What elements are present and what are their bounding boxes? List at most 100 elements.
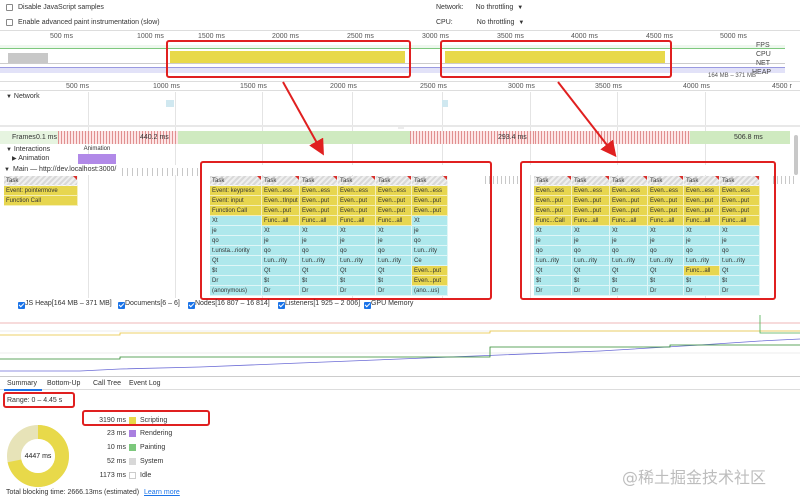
flame-event[interactable]: Even...put (412, 266, 448, 276)
flame-call[interactable]: $t (648, 276, 684, 286)
animation-subtrack-header[interactable]: ▶ Animation (12, 155, 49, 162)
flame-call[interactable]: Dr (648, 286, 684, 296)
legend-checkbox[interactable] (118, 301, 125, 309)
flame-call[interactable]: Xt (720, 226, 760, 236)
flame-call[interactable]: Xt (648, 226, 684, 236)
flame-call[interactable]: qo (338, 246, 376, 256)
flame-call[interactable]: je (610, 236, 648, 246)
flame-event[interactable]: Event: keypress (210, 186, 262, 196)
flame-call[interactable]: Xt (572, 226, 610, 236)
flame-call[interactable]: Dr (210, 276, 262, 286)
flame-call[interactable]: Dr (262, 286, 300, 296)
flame-call[interactable]: t.un...rity (534, 256, 572, 266)
flame-task[interactable]: Task (720, 176, 760, 186)
flame-event[interactable]: Even...put (338, 196, 376, 206)
tab-call-tree[interactable]: Call Tree (93, 380, 122, 387)
flame-call[interactable]: $t (534, 276, 572, 286)
flame-task[interactable]: Task (300, 176, 338, 186)
network-request[interactable] (442, 100, 448, 107)
flame-event[interactable]: Even...ess (534, 186, 572, 196)
interactions-track-header[interactable]: ▼ Interactions (6, 146, 50, 153)
flame-function-call[interactable]: Function Call (210, 206, 262, 216)
flame-event[interactable]: Even...ess (720, 186, 760, 196)
flame-call[interactable]: t.un...rity (338, 256, 376, 266)
flame-function-call[interactable]: Func...all (684, 266, 720, 276)
flame-event[interactable]: Even...put (262, 206, 300, 216)
disable-js-checkbox[interactable] (6, 4, 13, 11)
resize-handle-icon[interactable]: ⋯ (398, 126, 404, 132)
flame-event[interactable]: Even...put (534, 206, 572, 216)
flame-call[interactable]: Qt (610, 266, 648, 276)
flame-call[interactable]: qo (376, 246, 412, 256)
flame-function-call[interactable]: Func...Call (534, 216, 572, 226)
network-select[interactable]: No throttling (475, 4, 514, 11)
flame-call[interactable]: (ano...us) (412, 286, 448, 296)
flame-call[interactable]: qo (300, 246, 338, 256)
main-track-header[interactable]: ▼ Main — http://dev.localhost:3000/ (0, 165, 800, 175)
flame-function-call[interactable]: Func...all (338, 216, 376, 226)
flame-event[interactable]: Even...put (720, 206, 760, 216)
flame-call[interactable]: Dr (684, 286, 720, 296)
flame-call[interactable]: Qt (376, 266, 412, 276)
flame-call[interactable]: t.un...rity (300, 256, 338, 266)
flame-call[interactable]: je (210, 226, 262, 236)
flame-call[interactable]: qo (720, 246, 760, 256)
flame-call[interactable]: Qt (262, 266, 300, 276)
animation-bar[interactable] (78, 154, 116, 164)
flame-function-call[interactable]: Func...all (262, 216, 300, 226)
flame-call[interactable]: Xt (412, 216, 448, 226)
flame-function-call[interactable]: Func...all (376, 216, 412, 226)
flame-call[interactable]: qo (610, 246, 648, 256)
flame-event[interactable]: Even...ess (610, 186, 648, 196)
flame-chart-right[interactable]: Task Even...ess Even...put Even...put Fu… (534, 176, 772, 296)
flame-call[interactable]: Dr (572, 286, 610, 296)
flame-call[interactable]: Dr (534, 286, 572, 296)
flame-call[interactable]: je (720, 236, 760, 246)
flame-event[interactable]: Even...ess (300, 186, 338, 196)
flame-task[interactable]: Task (338, 176, 376, 186)
timeline-scrollbar[interactable] (794, 135, 798, 175)
flame-function-call[interactable]: Func...all (610, 216, 648, 226)
flame-event[interactable]: Even...ess (572, 186, 610, 196)
flame-call[interactable]: Xt (338, 226, 376, 236)
flame-call[interactable]: Xt (684, 226, 720, 236)
flame-call[interactable]: je (534, 236, 572, 246)
flame-call[interactable]: Dr (376, 286, 412, 296)
flame-task[interactable]: Task (648, 176, 684, 186)
tab-summary[interactable]: Summary (7, 380, 37, 387)
frames-track[interactable]: Frames 0.1 ms 440.2 ms 293.4 ms 506.8 ms (0, 131, 790, 144)
flame-call[interactable]: Xt (300, 226, 338, 236)
flame-call[interactable]: $t (376, 276, 412, 286)
flame-call[interactable]: Qt (572, 266, 610, 276)
flame-call[interactable]: qo (262, 246, 300, 256)
disable-js-samples-row[interactable]: Disable JavaScript samples (6, 4, 104, 11)
flame-call[interactable]: qo (412, 236, 448, 246)
legend-nodes[interactable]: Nodes[16 807 – 16 814] (174, 298, 270, 310)
flame-event[interactable]: Even...ess (412, 186, 448, 196)
flame-event[interactable]: Even...put (684, 206, 720, 216)
flame-call[interactable]: Xt (210, 216, 262, 226)
flame-call[interactable]: (anonymous) (210, 286, 262, 296)
network-track-header[interactable]: ▼ Network (6, 93, 40, 100)
flame-event[interactable]: Even...put (572, 196, 610, 206)
network-request[interactable] (166, 100, 174, 107)
legend-checkbox[interactable] (18, 301, 25, 309)
flame-call[interactable]: qo (648, 246, 684, 256)
flame-event[interactable]: Even...ess (648, 186, 684, 196)
flame-function-call[interactable]: Func...all (300, 216, 338, 226)
flame-call[interactable]: qo (534, 246, 572, 256)
flame-event[interactable]: Even...put (610, 206, 648, 216)
flame-call[interactable]: t.un...rity (572, 256, 610, 266)
flame-event[interactable]: Even...put (412, 206, 448, 216)
legend-js-heap[interactable]: JS Heap[164 MB – 371 MB] (4, 298, 112, 310)
flame-task[interactable]: Task (572, 176, 610, 186)
flame-call[interactable]: Qt (720, 266, 760, 276)
legend-checkbox[interactable] (364, 301, 371, 309)
flame-call[interactable]: je (300, 236, 338, 246)
flame-call[interactable]: t.un...rity (720, 256, 760, 266)
flame-task[interactable]: Task (412, 176, 448, 186)
advanced-paint-checkbox[interactable] (6, 19, 13, 26)
flame-call[interactable]: je (684, 236, 720, 246)
flame-call[interactable]: Ce (412, 256, 448, 266)
flame-function-call[interactable]: Func...all (648, 216, 684, 226)
